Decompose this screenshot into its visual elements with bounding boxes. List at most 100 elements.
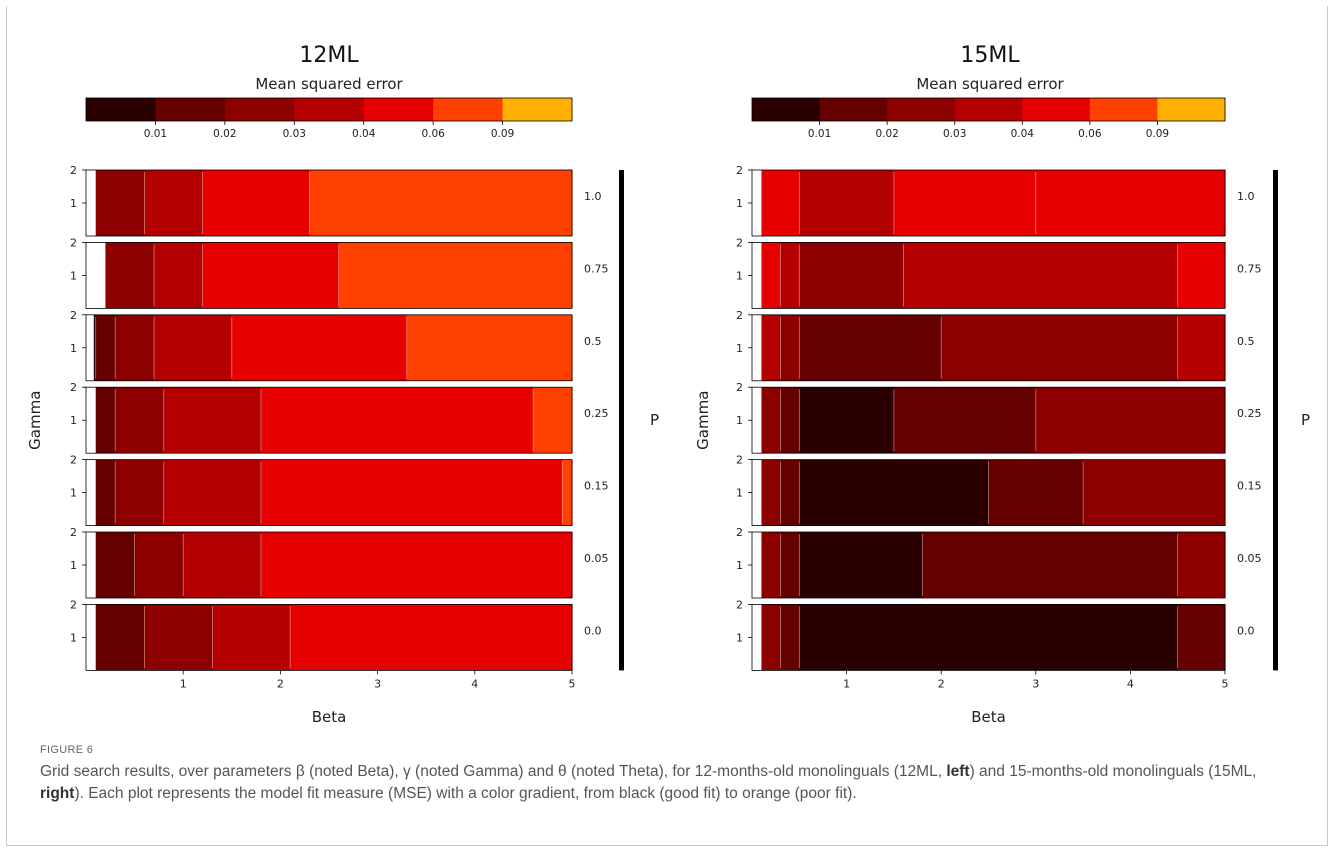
heatmap-region bbox=[144, 604, 213, 671]
colorbar-border bbox=[751, 97, 1226, 122]
x-tick-label: 1 bbox=[180, 677, 187, 690]
heatmap-region bbox=[154, 314, 233, 381]
p-value-label: 0.25 bbox=[584, 407, 609, 420]
y-tick-label: 2 bbox=[70, 526, 77, 539]
y-tick-label: 1 bbox=[70, 559, 77, 572]
colorbar-swatch bbox=[954, 98, 1023, 121]
p-value-label: 1.0 bbox=[1237, 190, 1255, 203]
p-value-label: 0.5 bbox=[584, 335, 602, 348]
heatmap-region bbox=[780, 242, 800, 309]
facet-label: P bbox=[650, 411, 659, 429]
colorbar-swatch bbox=[224, 98, 295, 121]
heatmap-region bbox=[93, 314, 97, 381]
colorbar-swatch bbox=[86, 98, 156, 121]
heatmap-region bbox=[202, 242, 340, 309]
y-tick-label: 1 bbox=[70, 414, 77, 427]
heatmap-region bbox=[780, 314, 800, 381]
heatmap-region bbox=[761, 170, 800, 236]
heatmap-region bbox=[799, 532, 923, 598]
y-tick-label: 2 bbox=[736, 598, 743, 611]
y-tick-label: 1 bbox=[70, 487, 77, 500]
facet-bar bbox=[1273, 170, 1278, 671]
chart-title: 15ML bbox=[960, 43, 1020, 68]
heatmap-region bbox=[761, 459, 781, 526]
heatmap-region bbox=[260, 387, 534, 454]
heatmap-region bbox=[163, 387, 262, 454]
facet-bar bbox=[619, 170, 624, 671]
colorbar-swatch bbox=[502, 98, 573, 121]
heatmap-region bbox=[1177, 532, 1226, 598]
y-tick-label: 1 bbox=[736, 414, 743, 427]
heatmap-region bbox=[799, 387, 895, 454]
colorbar-tick-label: 0.01 bbox=[144, 128, 167, 140]
colorbar-tick-label: 0.06 bbox=[1078, 128, 1102, 140]
heatmap-region bbox=[903, 242, 1179, 309]
y-tick-label: 1 bbox=[70, 269, 77, 282]
heatmap-region bbox=[780, 532, 800, 598]
heatmap-region bbox=[761, 532, 781, 598]
colorbar-tick-label: 0.03 bbox=[943, 128, 966, 140]
colorbar-swatch bbox=[887, 98, 956, 121]
p-value-label: 0.15 bbox=[584, 480, 609, 493]
heatmap-region bbox=[893, 387, 1037, 454]
colorbar-swatch bbox=[433, 98, 504, 121]
x-tick-label: 2 bbox=[277, 677, 284, 690]
colorbar-tick-label: 0.06 bbox=[421, 128, 445, 140]
p-value-label: 0.05 bbox=[1237, 552, 1262, 565]
heatmap-region bbox=[115, 387, 165, 454]
y-tick-label: 2 bbox=[736, 381, 743, 394]
y-tick-label: 1 bbox=[736, 342, 743, 355]
heatmap-region bbox=[780, 604, 800, 671]
y-tick-label: 1 bbox=[736, 487, 743, 500]
x-axis-label: Beta bbox=[971, 708, 1006, 726]
heatmap-region bbox=[115, 459, 165, 526]
heatmap-region bbox=[309, 170, 573, 236]
heatmap-region bbox=[1177, 604, 1226, 671]
colorbar-tick-label: 0.02 bbox=[213, 128, 236, 140]
heatmap-region bbox=[95, 387, 116, 454]
y-tick-label: 1 bbox=[70, 342, 77, 355]
y-tick-label: 2 bbox=[736, 164, 743, 177]
heatmap-region bbox=[183, 532, 262, 598]
heatmap-region bbox=[799, 604, 1179, 671]
y-tick-label: 1 bbox=[736, 559, 743, 572]
p-value-label: 1.0 bbox=[584, 190, 602, 203]
heatmap-region bbox=[780, 459, 800, 526]
heatmap-region bbox=[988, 459, 1084, 526]
x-axis-label: Beta bbox=[312, 708, 347, 726]
p-value-label: 0.15 bbox=[1237, 480, 1262, 493]
heatmap-region bbox=[260, 459, 563, 526]
colorbar-swatch bbox=[294, 98, 365, 121]
heatmap-region bbox=[1177, 242, 1226, 309]
caption-left-word: left bbox=[946, 763, 970, 780]
p-value-label: 0.0 bbox=[584, 624, 602, 637]
heatmap-region bbox=[338, 242, 573, 309]
heatmap-region bbox=[941, 314, 1179, 381]
heatmap-region bbox=[893, 170, 1037, 236]
caption-text-part: Grid search results, over parameters β (… bbox=[40, 763, 947, 780]
caption-text: Grid search results, over parameters β (… bbox=[40, 761, 1300, 805]
heatmap-region bbox=[134, 532, 184, 598]
heatmap-region bbox=[799, 314, 942, 381]
y-tick-label: 2 bbox=[70, 381, 77, 394]
figure-caption: FIGURE 6 Grid search results, over param… bbox=[40, 744, 1300, 805]
y-tick-label: 1 bbox=[736, 631, 743, 644]
colorbar-swatch bbox=[1089, 98, 1158, 121]
heatmap-region bbox=[761, 604, 781, 671]
colorbar-label: Mean squared error bbox=[916, 75, 1064, 93]
heatmap-region bbox=[533, 387, 573, 454]
colorbar-swatch bbox=[1022, 98, 1091, 121]
x-tick-label: 2 bbox=[938, 677, 945, 690]
heatmap-region bbox=[761, 314, 781, 381]
colorbar-tick-label: 0.04 bbox=[352, 128, 376, 140]
colorbar-swatch bbox=[1157, 98, 1226, 121]
colorbar-label: Mean squared error bbox=[255, 75, 403, 93]
heatmap-region bbox=[115, 314, 155, 381]
heatmap-region bbox=[562, 459, 573, 526]
colorbar-swatch bbox=[752, 98, 821, 121]
colorbar-swatch bbox=[819, 98, 888, 121]
colorbar-tick-label: 0.01 bbox=[808, 128, 831, 140]
chart-title: 12ML bbox=[299, 43, 359, 68]
colorbar-swatch bbox=[155, 98, 226, 121]
y-tick-label: 1 bbox=[736, 269, 743, 282]
